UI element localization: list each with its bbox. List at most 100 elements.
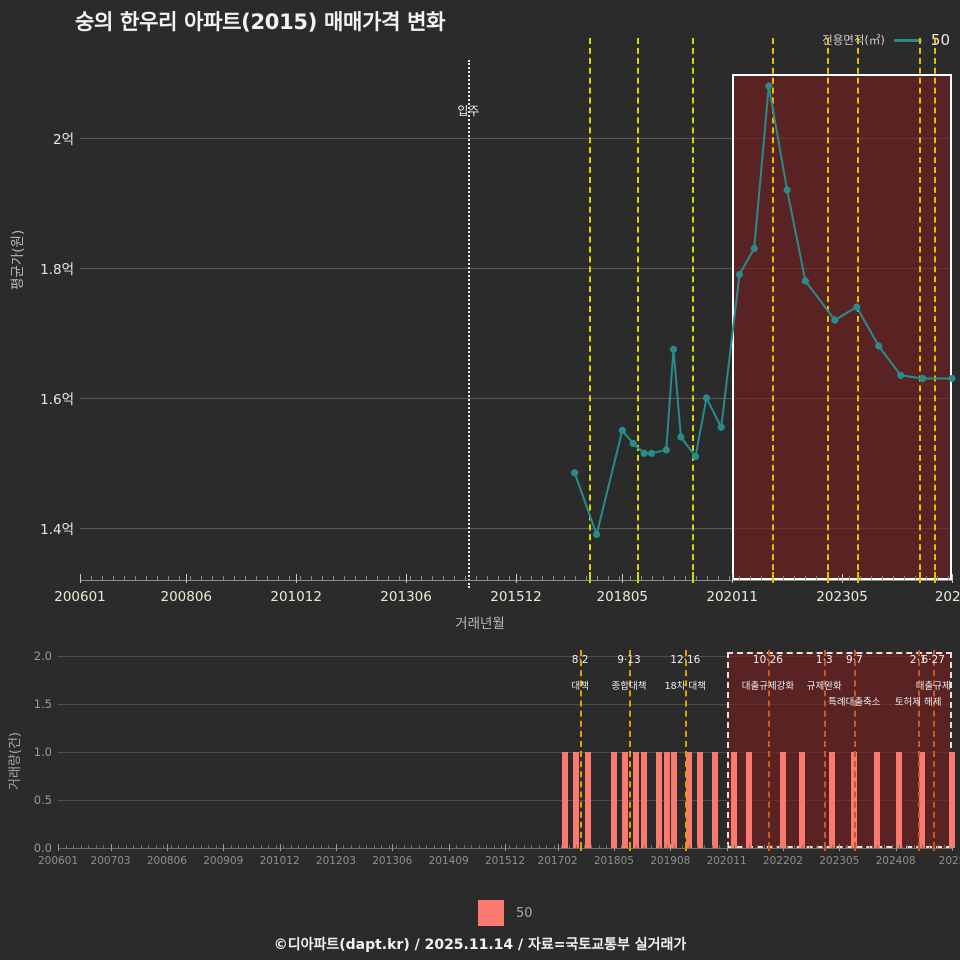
price-data-point xyxy=(897,371,905,379)
volume-x-minor-tick xyxy=(65,845,67,849)
price-gridline xyxy=(80,398,952,399)
policy-event-date: 6·27 xyxy=(921,654,945,666)
price-x-minor-tick xyxy=(750,576,752,581)
volume-x-major-tick xyxy=(166,844,168,851)
volume-x-minor-tick xyxy=(771,845,773,849)
price-line xyxy=(573,85,952,538)
volume-x-minor-tick xyxy=(546,845,548,849)
price-gridline xyxy=(80,268,952,269)
price-gridline xyxy=(80,528,952,529)
price-x-minor-tick xyxy=(937,576,939,581)
price-x-minor-tick xyxy=(277,576,279,581)
volume-x-tick-label: 202305 xyxy=(819,855,860,867)
price-x-minor-tick xyxy=(178,576,180,581)
volume-policy-vline xyxy=(824,650,827,848)
volume-x-minor-tick xyxy=(734,845,736,849)
price-data-point xyxy=(831,316,839,324)
price-x-minor-tick xyxy=(409,576,411,581)
page-title: 숭의 한우리 아파트(2015) 매매가격 변화 xyxy=(75,10,446,34)
price-x-major-tick xyxy=(516,574,517,583)
volume-x-minor-tick xyxy=(290,845,292,849)
price-x-major-tick xyxy=(296,574,298,583)
volume-x-event-tick xyxy=(580,842,583,851)
volume-x-minor-tick xyxy=(366,845,368,849)
volume-x-minor-tick xyxy=(200,845,202,849)
volume-x-minor-tick xyxy=(381,845,383,849)
price-x-minor-tick xyxy=(761,576,763,581)
price-gridline xyxy=(80,138,952,139)
price-x-major-tick xyxy=(622,574,624,583)
volume-x-minor-tick xyxy=(591,845,593,849)
volume-x-minor-tick xyxy=(215,845,217,849)
price-x-minor-tick xyxy=(464,576,466,581)
volume-x-minor-tick xyxy=(786,845,788,849)
price-x-minor-tick xyxy=(651,576,653,581)
price-data-point xyxy=(717,423,725,431)
volume-bar xyxy=(633,752,640,848)
volume-x-minor-tick xyxy=(133,845,135,849)
policy-event-date: 10·26 xyxy=(752,654,783,666)
price-legend-label: 전용면적(㎡) xyxy=(822,33,885,47)
price-data-point xyxy=(948,374,956,383)
volume-x-minor-tick xyxy=(456,845,458,849)
price-x-ticks xyxy=(80,572,953,583)
volume-x-minor-tick xyxy=(155,845,157,849)
volume-y-tick-label: 1.5 xyxy=(33,697,52,711)
volume-x-minor-tick xyxy=(749,845,751,849)
volume-x-minor-tick xyxy=(80,845,82,849)
price-x-minor-tick xyxy=(90,576,92,581)
volume-x-major-tick xyxy=(58,844,59,851)
volume-x-major-tick xyxy=(839,844,841,851)
volume-x-minor-tick xyxy=(651,845,653,849)
volume-x-minor-tick xyxy=(418,845,420,849)
volume-y-tick-label: 0.5 xyxy=(33,793,52,807)
price-x-minor-tick xyxy=(332,576,334,581)
price-x-tick-label: 201012 xyxy=(270,589,322,605)
volume-x-minor-tick xyxy=(245,845,247,849)
price-data-point xyxy=(783,186,791,194)
volume-x-minor-tick xyxy=(846,845,848,849)
movein-vline xyxy=(468,60,471,588)
volume-x-minor-tick xyxy=(178,845,180,849)
volume-x-minor-tick xyxy=(681,845,683,849)
price-x-minor-tick xyxy=(244,576,246,581)
volume-x-minor-tick xyxy=(643,845,645,849)
volume-x-minor-tick xyxy=(433,845,435,849)
volume-x-minor-tick xyxy=(891,845,893,849)
policy-event-date: 2·1 xyxy=(909,654,927,666)
volume-bar xyxy=(896,752,903,848)
volume-x-minor-tick xyxy=(914,845,916,849)
volume-x-minor-tick xyxy=(538,845,540,849)
price-x-minor-tick xyxy=(948,576,950,581)
volume-x-major-tick xyxy=(613,844,615,851)
volume-y-axis-title: 거래량(건) xyxy=(8,732,23,790)
price-data-point xyxy=(640,449,648,457)
volume-policy-vline xyxy=(854,650,857,848)
volume-bar xyxy=(610,752,617,848)
volume-x-major-tick xyxy=(670,844,672,851)
volume-x-minor-tick xyxy=(88,845,90,849)
volume-x-event-tick xyxy=(685,842,688,851)
policy-event-name: 대출규제강화 xyxy=(741,681,795,692)
volume-x-minor-tick xyxy=(899,845,901,849)
volume-x-tick-label: 201702 xyxy=(537,855,578,867)
price-x-minor-tick xyxy=(475,576,477,581)
volume-x-minor-tick xyxy=(328,845,330,849)
volume-bar xyxy=(562,752,569,848)
volume-x-minor-tick xyxy=(636,845,638,849)
price-x-tick-label: 202011 xyxy=(706,589,758,605)
price-x-minor-tick xyxy=(123,576,125,581)
price-data-point xyxy=(691,452,700,461)
price-x-minor-tick xyxy=(266,576,268,581)
price-x-major-tick xyxy=(732,574,734,583)
price-y-tick-label: 1.6억 xyxy=(40,392,74,408)
volume-x-minor-tick xyxy=(305,845,307,849)
volume-x-major-tick xyxy=(279,844,281,851)
price-x-minor-tick xyxy=(585,576,587,581)
price-x-minor-tick xyxy=(860,576,862,581)
volume-x-minor-tick xyxy=(478,845,480,849)
volume-x-minor-tick xyxy=(719,845,721,849)
volume-x-minor-tick xyxy=(426,845,428,849)
price-x-tick-label: 202305 xyxy=(816,589,868,605)
volume-gridline xyxy=(58,704,952,705)
